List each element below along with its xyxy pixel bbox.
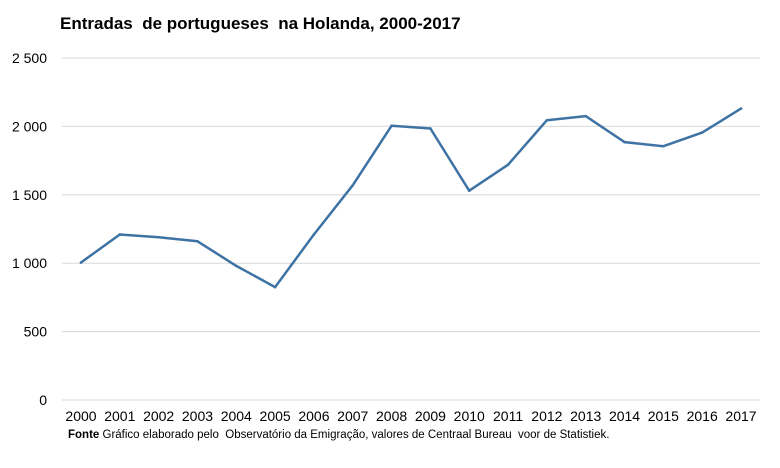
source-text: Gráfico elaborado pelo Observatório da E… <box>99 429 610 441</box>
data-point <box>662 144 665 148</box>
data-point <box>467 189 471 192</box>
x-tick-label: 2000 <box>65 408 96 424</box>
x-tick-label: 2010 <box>454 408 485 424</box>
x-tick-label: 2005 <box>260 408 291 424</box>
x-tick-label: 2001 <box>104 408 135 424</box>
y-tick-label: 2 000 <box>12 118 47 134</box>
y-tick-label: 1 000 <box>12 255 47 271</box>
x-tick-label: 2012 <box>531 408 562 424</box>
x-tick-label: 2002 <box>143 408 174 424</box>
x-tick-label: 2014 <box>609 408 640 424</box>
x-tick-label: 2008 <box>376 408 407 424</box>
x-tick-label: 2015 <box>648 408 679 424</box>
data-point <box>312 233 316 236</box>
x-tick-label: 2004 <box>221 408 252 424</box>
y-tick-label: 500 <box>24 324 48 340</box>
data-point <box>118 233 122 236</box>
source-note: Fonte Gráfico elaborado pelo Observatóri… <box>68 429 609 441</box>
y-tick-label: 1 500 <box>12 187 47 203</box>
data-point <box>429 127 432 130</box>
x-tick-label: 2009 <box>415 408 446 424</box>
data-point <box>79 261 83 264</box>
x-tick-label: 2006 <box>298 408 329 424</box>
data-point <box>390 124 393 128</box>
data-point <box>506 163 510 167</box>
y-tick-label: 2 500 <box>12 50 47 66</box>
x-tick-label: 2017 <box>725 408 756 424</box>
series-line <box>79 107 743 289</box>
data-point <box>351 183 355 187</box>
source-label: Fonte <box>68 429 100 441</box>
series-lines <box>79 107 743 289</box>
x-tick-label: 2013 <box>570 408 601 424</box>
x-tick-label: 2003 <box>182 408 213 424</box>
x-tick-label: 2011 <box>493 408 523 424</box>
y-tick-label: 0 <box>39 392 47 408</box>
data-point <box>739 107 743 110</box>
data-point <box>584 114 588 118</box>
y-axis-tick-labels: 0 500 1 000 1 500 2 000 2 500 <box>12 50 47 408</box>
data-point <box>700 131 704 134</box>
x-tick-label: 2007 <box>337 408 368 424</box>
data-point <box>234 264 238 268</box>
data-point <box>545 118 549 122</box>
gridlines <box>62 57 760 401</box>
data-point <box>196 240 199 243</box>
x-axis-tick-labels: 2000 2001 2002 2003 2004 2005 2006 2007 2008 2009… <box>65 408 756 424</box>
x-tick-label: 2016 <box>687 408 718 424</box>
data-point <box>273 285 277 289</box>
data-point <box>623 140 626 144</box>
chart-title: Entradas de portugueses na Holanda, 2000… <box>60 14 461 33</box>
data-point <box>157 235 160 239</box>
